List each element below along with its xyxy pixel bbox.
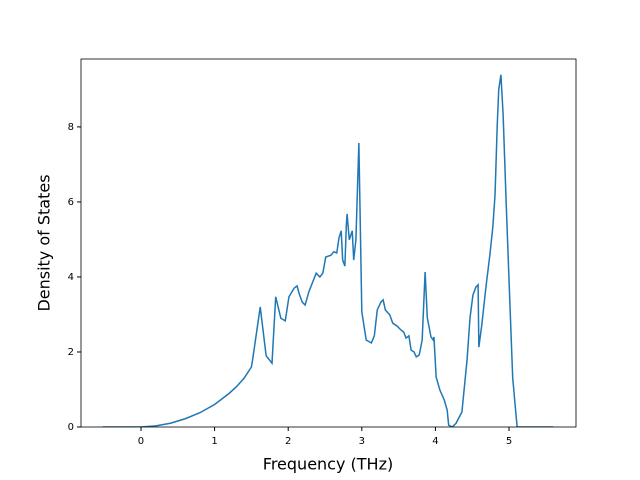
line (102, 74, 554, 427)
y-tick-label: 0 (68, 422, 74, 433)
y-axis-label: Density of States (35, 174, 54, 311)
plot-frame (80, 58, 577, 428)
y-tick-label: 8 (68, 122, 74, 133)
x-tick-label: 4 (432, 436, 438, 447)
x-tick-label: 0 (138, 436, 144, 447)
x-tick-label: 3 (359, 436, 365, 447)
x-tick-label: 1 (211, 436, 217, 447)
x-tick-label: 5 (506, 436, 512, 447)
x-axis-label: Frequency (THz) (263, 455, 393, 474)
x-tick-label: 2 (285, 436, 291, 447)
y-tick-label: 4 (68, 272, 74, 283)
y-tick-label: 6 (68, 197, 74, 208)
y-tick-label: 2 (68, 347, 74, 358)
